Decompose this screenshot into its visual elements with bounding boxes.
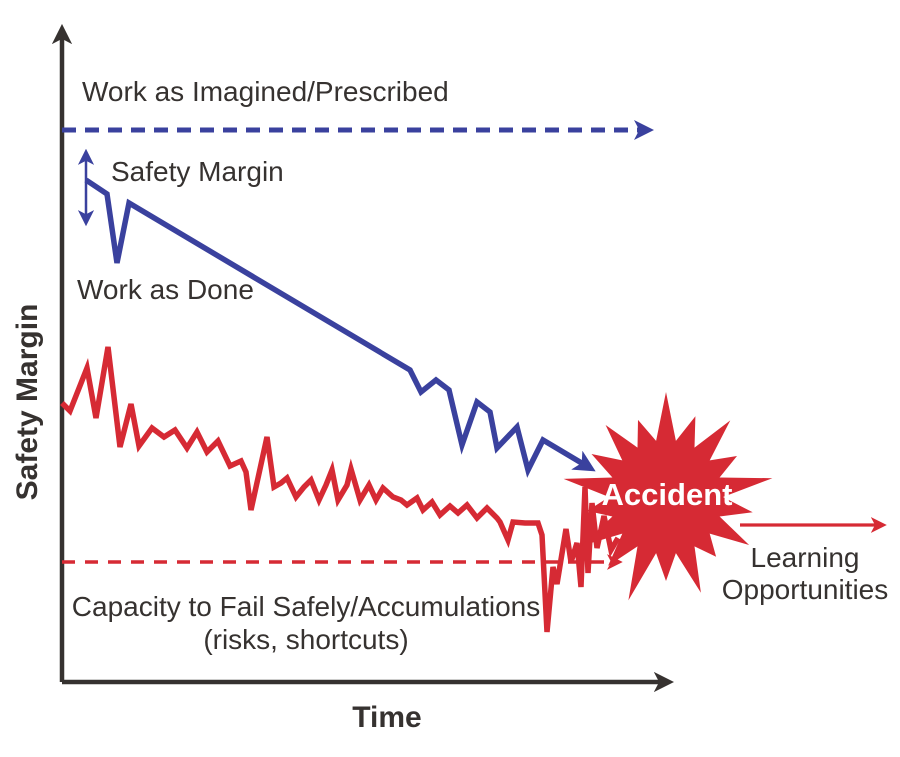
accident-label: Accident: [601, 477, 733, 512]
capacity-actual-line: [60, 346, 621, 633]
capacity-label-line1: Capacity to Fail Safely/Accumulations: [71, 591, 541, 622]
capacity-label: Capacity to Fail Safely/Accumulations (r…: [26, 590, 586, 656]
capacity-label-line2: (risks, shortcuts): [203, 624, 409, 655]
y-axis-label: Safety Margin: [11, 303, 44, 501]
work-as-imagined-label: Work as Imagined/Prescribed: [82, 76, 449, 107]
work-as-done-label: Work as Done: [77, 274, 254, 305]
accident-starburst: [563, 392, 773, 601]
learning-label-line2: Opportunities: [721, 574, 889, 605]
learning-opportunities-label: Learning Opportunities: [705, 542, 900, 606]
learning-label-line1: Learning: [750, 542, 860, 573]
safety-margin-gap-label: Safety Margin: [111, 156, 284, 187]
x-axis-label: Time: [352, 701, 422, 734]
work-as-done-line: [84, 177, 596, 478]
